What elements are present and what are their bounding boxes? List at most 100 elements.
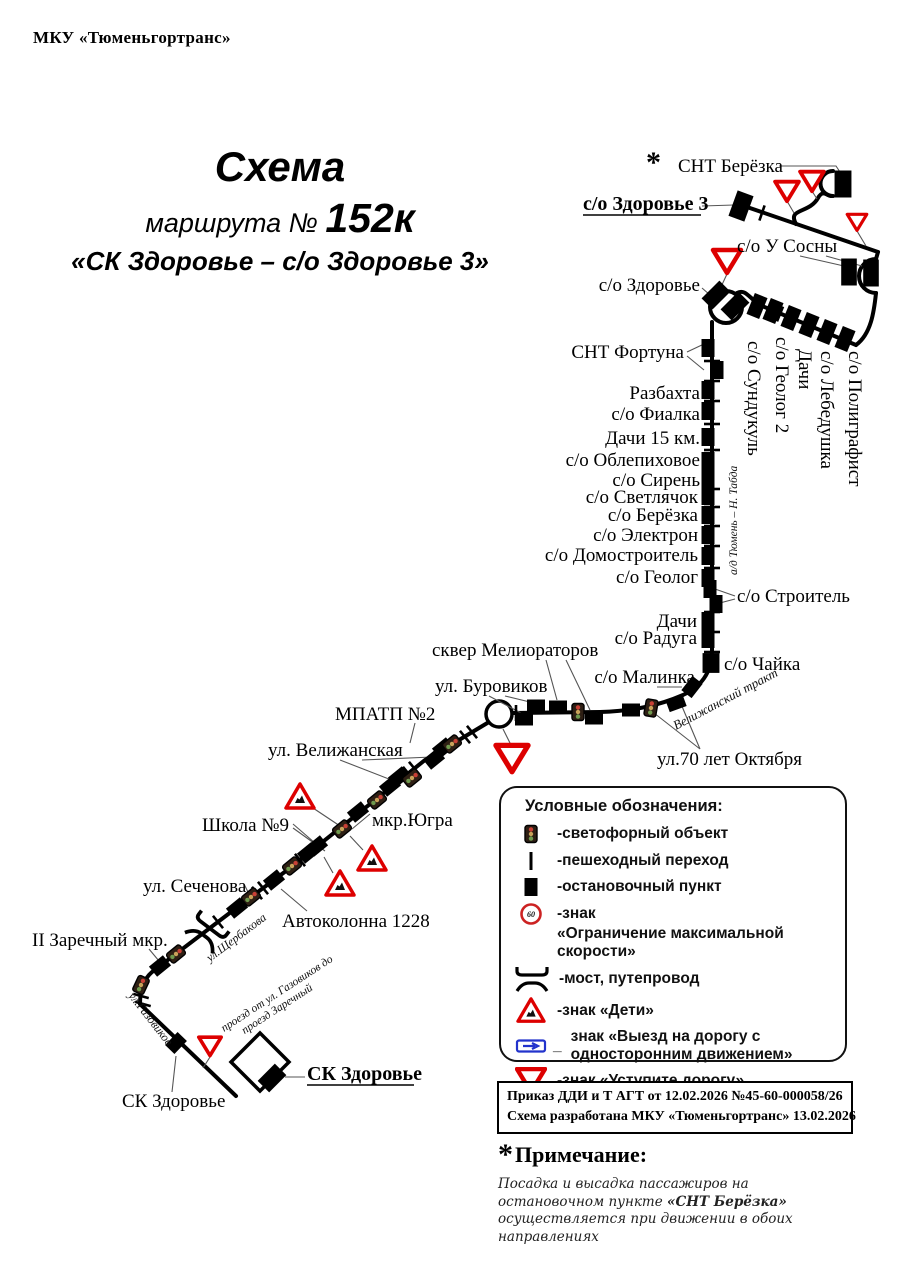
order-box: Приказ ДДИ и Т АГТ от 12.02.2026 №45-60-… <box>497 1081 856 1134</box>
stop-marker <box>834 170 852 198</box>
yield-sign-icon <box>197 1035 223 1058</box>
stop-label-sk-zdorovye-terminal: СК Здоровье <box>307 1063 422 1085</box>
stop-label-zdorovye3: с/о Здоровье 3 <box>583 193 709 215</box>
stop-marker <box>728 190 754 222</box>
stop-label-snt-berezka: СНТ Берёзка <box>678 156 783 177</box>
note-title: *Примечание: <box>498 1138 648 1171</box>
title-line1: Схема <box>214 143 346 190</box>
stop-label-geolog: с/о Геолог <box>616 567 698 588</box>
order-line2: Схема разработана МКУ «Тюменьгортранс» 1… <box>507 1109 856 1125</box>
svg-text:проезд от ул. Газовиков до: проезд от ул. Газовиков до <box>219 953 335 1034</box>
stop-label-avtokolonna: Автоколонна 1228 <box>282 911 430 932</box>
stop-label-u-sosny: с/о У Сосны <box>737 236 837 257</box>
stop-label-razbakhta: Разбахта <box>629 383 700 404</box>
children-sign-icon <box>324 869 356 897</box>
stop-marker <box>701 402 715 420</box>
legend-item-children: -знак «Дети» <box>501 997 845 1025</box>
stop-label-sk-zdorovye: СК Здоровье <box>122 1091 225 1112</box>
legend-item-speed-limit: -знак <box>501 902 845 926</box>
children-sign-icon <box>284 782 316 810</box>
stop-marker <box>585 711 603 725</box>
stop-label-berezka: с/о Берёзка <box>608 505 699 526</box>
stop-label-fialka: с/о Фиалка <box>611 404 700 425</box>
stop-label-mpatp: МПАТП №2 <box>335 704 435 725</box>
stop-label-raduga: с/о Радуга <box>615 628 698 649</box>
stop-marker-chayka <box>702 653 720 673</box>
stop-marker <box>841 258 857 286</box>
legend-item-bridge: -мост, путепровод <box>501 964 845 994</box>
stop-marker <box>701 452 715 470</box>
traffic-light-icon <box>524 824 538 844</box>
title-line3: «СК Здоровье – с/о Здоровье 3» <box>71 246 489 276</box>
stop-marker <box>798 312 820 338</box>
stop-label-sechenova: ул. Сеченова <box>143 876 247 897</box>
yield-sign-icon <box>845 212 869 232</box>
stop-marker <box>527 699 545 713</box>
stop-label-malinka: с/о Малинка <box>594 667 695 688</box>
order-line1: Приказ ДДИ и Т АГТ от 12.02.2026 №45-60-… <box>507 1089 843 1104</box>
traffic-light-icon <box>571 702 585 722</box>
legend-item-crossing: -пешеходный переход <box>501 850 845 872</box>
stop-label-burovikov: ул. Буровиков <box>435 676 547 697</box>
stop-label-dachi: Дачи <box>657 611 697 632</box>
stop-label-stroitel: с/о Строитель <box>737 586 850 607</box>
stop-marker <box>863 259 879 287</box>
stop-label-chayka: с/о Чайка <box>724 654 801 675</box>
stop-marker <box>709 595 723 613</box>
road-label-proezd: проезд от ул. Газовиков до проезд Заречн… <box>219 953 335 1037</box>
stop-label-fortuna: СНТ Фортуна <box>571 342 684 363</box>
stop-marker <box>701 506 715 524</box>
stop-label-poligrafist: с/о Полиграфист <box>844 351 865 487</box>
stop-marker <box>701 612 715 630</box>
road-label-shcherbakova: ул.Щербакова <box>203 910 269 965</box>
stop-label-domostroitel: с/о Домостроитель <box>545 545 698 566</box>
stop-marker <box>701 428 715 446</box>
stop-label-zdorovye: с/о Здоровье <box>599 275 700 296</box>
yield-sign-icon <box>496 745 528 771</box>
route-word: маршрута № <box>145 208 326 238</box>
stop-marker <box>622 703 640 717</box>
stop-label-geolog2: с/о Геолог 2 <box>771 337 792 433</box>
stop-label-shkola9: Школа №9 <box>202 815 289 836</box>
stop-marker <box>549 700 567 714</box>
route-number: 152к <box>325 195 415 241</box>
title-line2: маршрута № 152к <box>50 198 510 239</box>
stop-label-siren: с/о Сирень <box>612 470 700 491</box>
stop-label-elektron: с/о Электрон <box>593 525 698 546</box>
roundabout <box>484 699 514 729</box>
stop-label-lebedushka: с/о Лебедушка <box>816 351 837 469</box>
street-label-ul70: ул.70 лет Октября <box>657 749 802 770</box>
legend-item-stop: -остановочный пункт <box>501 875 845 899</box>
stop-marker <box>701 526 715 544</box>
stop-label-svetlyachok: с/о Светлячок <box>586 487 699 508</box>
organization-title: МКУ «Тюменьгортранс» <box>33 28 231 47</box>
bus-stop-icon <box>524 878 538 896</box>
stop-labels: * СНТ Берёзка с/о Здоровье 3 с/о У Сосны… <box>32 146 865 1112</box>
stop-marker <box>701 381 715 399</box>
stop-marker <box>710 361 724 379</box>
one-way-sign-icon <box>515 1039 547 1053</box>
children-sign-icon <box>516 997 546 1023</box>
legend-item-speed-limit-line2: «Ограничение максимальной скорости» <box>557 925 784 960</box>
stop-marker <box>780 305 802 331</box>
stop-label-dachi-diag: Дачи <box>794 349 815 389</box>
legend-item-traffic-light: -светофорный объект <box>501 821 845 847</box>
legend-title: Условные обозначения: <box>525 797 723 815</box>
stop-marker <box>701 339 715 357</box>
stop-label-dachi15: Дачи 15 км. <box>605 428 700 449</box>
stop-marker <box>701 469 715 487</box>
stop-label-zarechny: II Заречный мкр. <box>32 930 168 951</box>
bridge-icon <box>515 965 549 993</box>
road-label-tabda: а/д Тюмень – Н. Табда <box>728 465 740 575</box>
scheme-title: Схема маршрута № 152к «СК Здоровье – с/о… <box>50 143 510 276</box>
stop-marker <box>515 712 533 726</box>
traffic-light-icon <box>642 697 660 719</box>
berezka-note-asterisk: * <box>646 146 661 179</box>
stop-label-sundukul: с/о Сундукуль <box>743 341 764 456</box>
note-block: *Примечание: Посадка и высадка пассажиро… <box>498 1138 843 1246</box>
stop-label-yugra: мкр.Югра <box>372 810 453 831</box>
note-body: Посадка и высадка пассажиров на останово… <box>498 1176 793 1245</box>
pedestrian-crossing-icon <box>529 852 533 870</box>
